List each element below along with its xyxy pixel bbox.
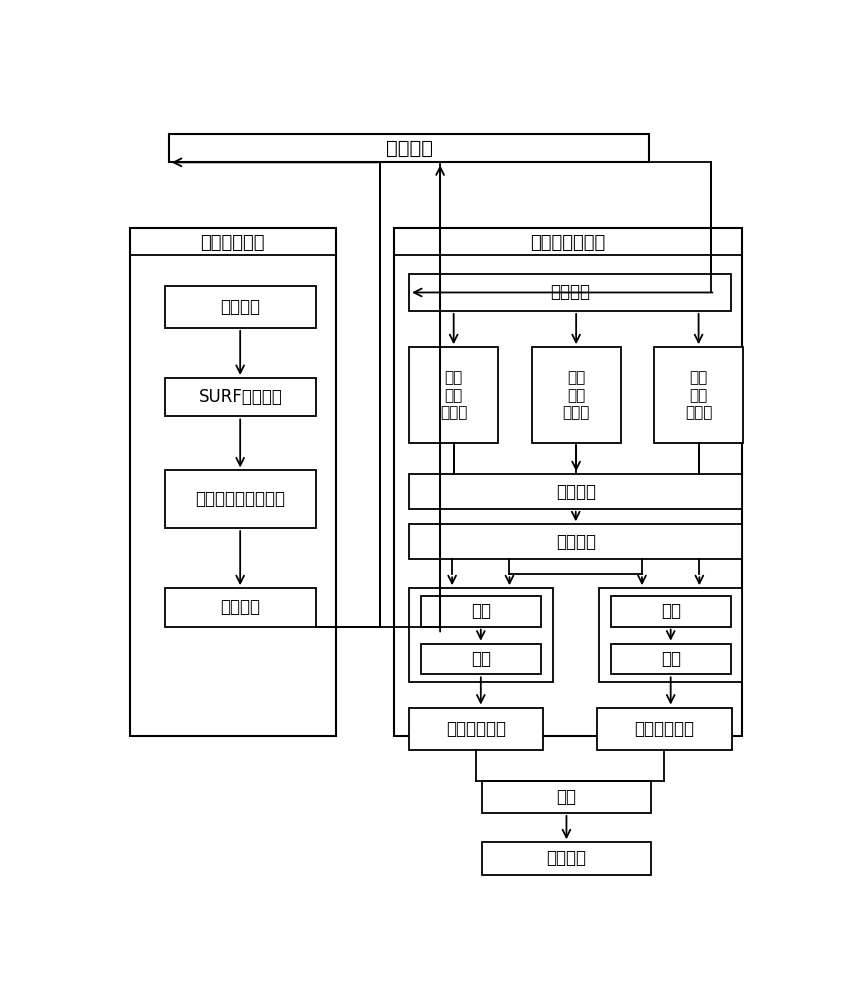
- Bar: [599, 588, 742, 682]
- Text: 右侧
融合
视频流: 右侧 融合 视频流: [685, 370, 712, 420]
- Text: 融合: 融合: [557, 788, 576, 806]
- Bar: [654, 347, 743, 443]
- Bar: [421, 644, 541, 674]
- Bar: [410, 347, 498, 443]
- Bar: [165, 286, 316, 328]
- Text: 投影: 投影: [661, 602, 681, 620]
- Text: 实时视频流融合: 实时视频流融合: [530, 234, 605, 252]
- Text: 畚变校正: 畚变校正: [556, 483, 596, 501]
- Text: 计算全局单应性矩阵: 计算全局单应性矩阵: [196, 490, 286, 508]
- Bar: [165, 588, 316, 627]
- Text: 前侧
融合
视频流: 前侧 融合 视频流: [563, 370, 590, 420]
- Bar: [598, 708, 732, 750]
- Text: 右侧拼接图像: 右侧拼接图像: [634, 720, 694, 738]
- Bar: [610, 596, 731, 627]
- Text: 文件系统: 文件系统: [386, 139, 433, 158]
- Bar: [410, 708, 543, 750]
- Bar: [482, 842, 651, 875]
- Bar: [130, 228, 335, 736]
- Bar: [410, 524, 742, 559]
- Text: 拼接图像: 拼接图像: [546, 849, 587, 867]
- Bar: [482, 781, 651, 813]
- Text: 离线参数更新: 离线参数更新: [201, 234, 265, 252]
- Bar: [393, 228, 742, 736]
- Bar: [532, 347, 621, 443]
- Bar: [169, 134, 650, 162]
- Bar: [165, 470, 316, 528]
- Bar: [421, 596, 541, 627]
- Text: 左侧拼接图像: 左侧拼接图像: [446, 720, 506, 738]
- Text: 融合: 融合: [471, 650, 491, 668]
- Bar: [165, 378, 316, 416]
- Text: 读取图片: 读取图片: [221, 298, 261, 316]
- Text: 左侧
融合
视频流: 左侧 融合 视频流: [440, 370, 468, 420]
- Text: 参数读取: 参数读取: [550, 283, 590, 301]
- Bar: [410, 588, 552, 682]
- Text: 参数存储: 参数存储: [221, 598, 261, 616]
- Text: 融合: 融合: [661, 650, 681, 668]
- Text: SURF特征提取: SURF特征提取: [198, 388, 282, 406]
- Text: 投影: 投影: [471, 602, 491, 620]
- Bar: [610, 644, 731, 674]
- Bar: [410, 474, 742, 509]
- Bar: [410, 274, 731, 311]
- Text: 柱状投影: 柱状投影: [556, 533, 596, 551]
